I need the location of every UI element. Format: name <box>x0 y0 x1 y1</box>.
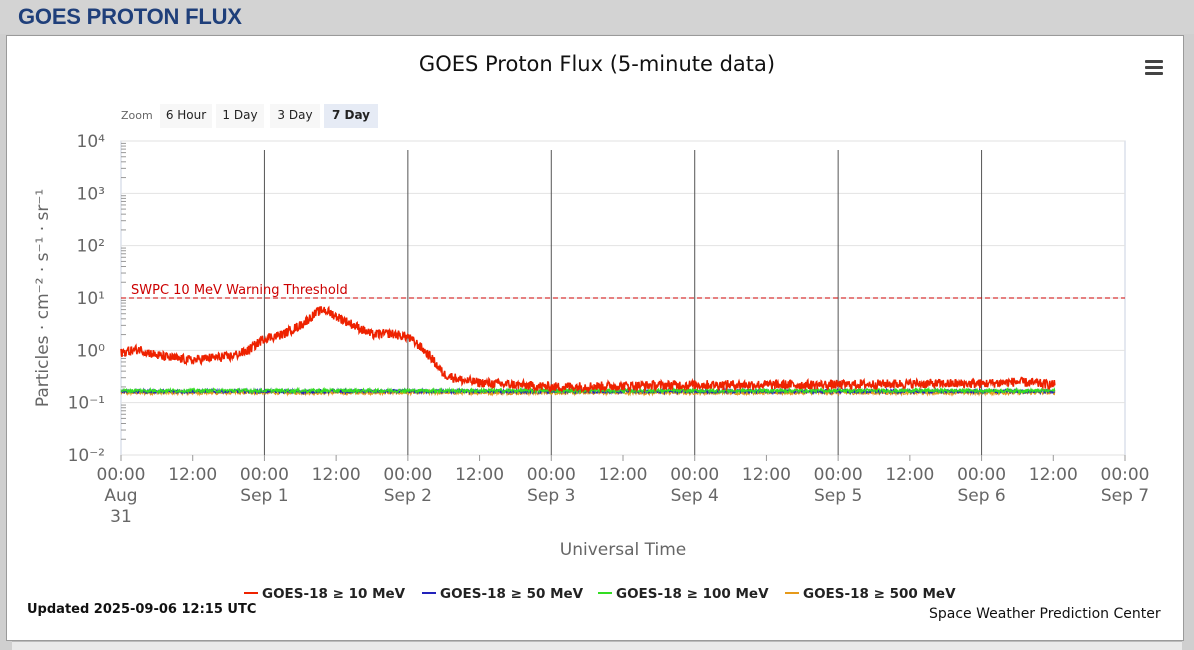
y-tick-label: 10³ <box>77 184 105 204</box>
x-tick-time: 00:00 <box>670 465 719 485</box>
x-tick-time: 00:00 <box>97 465 146 485</box>
x-tick-time: 12:00 <box>742 465 791 485</box>
x-tick-time: 00:00 <box>957 465 1006 485</box>
x-tick-time: 12:00 <box>455 465 504 485</box>
zoom-7-day-button[interactable]: 7 Day <box>324 104 378 128</box>
legend-item-label: GOES-18 ≥ 500 MeV <box>803 586 956 602</box>
zoom-label: Zoom <box>121 109 153 122</box>
x-tick-time: 00:00 <box>1101 465 1150 485</box>
hamburger-menu-icon[interactable] <box>1145 60 1163 76</box>
page-header: GOES PROTON FLUX <box>0 0 1194 34</box>
updated-timestamp: Updated 2025-09-06 12:15 UTC <box>27 602 257 617</box>
y-tick-label: 10⁻² <box>68 446 105 466</box>
x-tick-date: Aug <box>104 486 137 506</box>
legend-item-label: GOES-18 ≥ 50 MeV <box>440 586 584 602</box>
page-title: GOES PROTON FLUX <box>18 4 242 29</box>
zoom-3-day-button[interactable]: 3 Day <box>270 104 320 128</box>
x-tick-time: 00:00 <box>383 465 432 485</box>
y-tick-label: 10⁰ <box>77 341 106 361</box>
x-tick-date: Sep 4 <box>671 486 719 506</box>
x-tick-time: 12:00 <box>168 465 217 485</box>
threshold-label: SWPC 10 MeV Warning Threshold <box>131 283 348 298</box>
x-axis-title: Universal Time <box>560 540 686 560</box>
y-tick-label: 10⁻¹ <box>68 394 105 414</box>
x-tick-date: Sep 2 <box>384 486 432 506</box>
x-tick-date: Sep 5 <box>814 486 862 506</box>
series-line-goes-18-10-mev <box>120 305 1056 394</box>
x-tick-date: Sep 1 <box>240 486 288 506</box>
y-axis-title: Particles · cm⁻² · s⁻¹ · sr⁻¹ <box>33 189 53 407</box>
y-tick-label: 10⁴ <box>77 132 106 152</box>
zoom-6-hour-button[interactable]: 6 Hour <box>160 104 212 128</box>
x-tick-time: 00:00 <box>814 465 863 485</box>
x-tick-date: Sep 7 <box>1101 486 1149 506</box>
x-tick-time: 12:00 <box>312 465 361 485</box>
bottom-scrollbar[interactable] <box>12 641 1182 650</box>
x-tick-time: 12:00 <box>885 465 934 485</box>
zoom-1-day-button[interactable]: 1 Day <box>216 104 264 128</box>
x-tick-date: Sep 3 <box>527 486 575 506</box>
legend-item-label: GOES-18 ≥ 100 MeV <box>616 586 769 602</box>
y-tick-label: 10² <box>77 237 105 257</box>
x-tick-time: 00:00 <box>240 465 289 485</box>
credit-text: Space Weather Prediction Center <box>929 606 1161 622</box>
y-tick-label: 10¹ <box>77 289 105 309</box>
x-tick-time: 12:00 <box>1029 465 1078 485</box>
x-tick-date: Sep 6 <box>957 486 1005 506</box>
legend-item-label: GOES-18 ≥ 10 MeV <box>262 586 406 602</box>
chart-title: GOES Proton Flux (5-minute data) <box>418 52 776 76</box>
x-tick-date: 31 <box>110 507 132 527</box>
x-tick-time: 12:00 <box>599 465 648 485</box>
x-tick-time: 00:00 <box>527 465 576 485</box>
